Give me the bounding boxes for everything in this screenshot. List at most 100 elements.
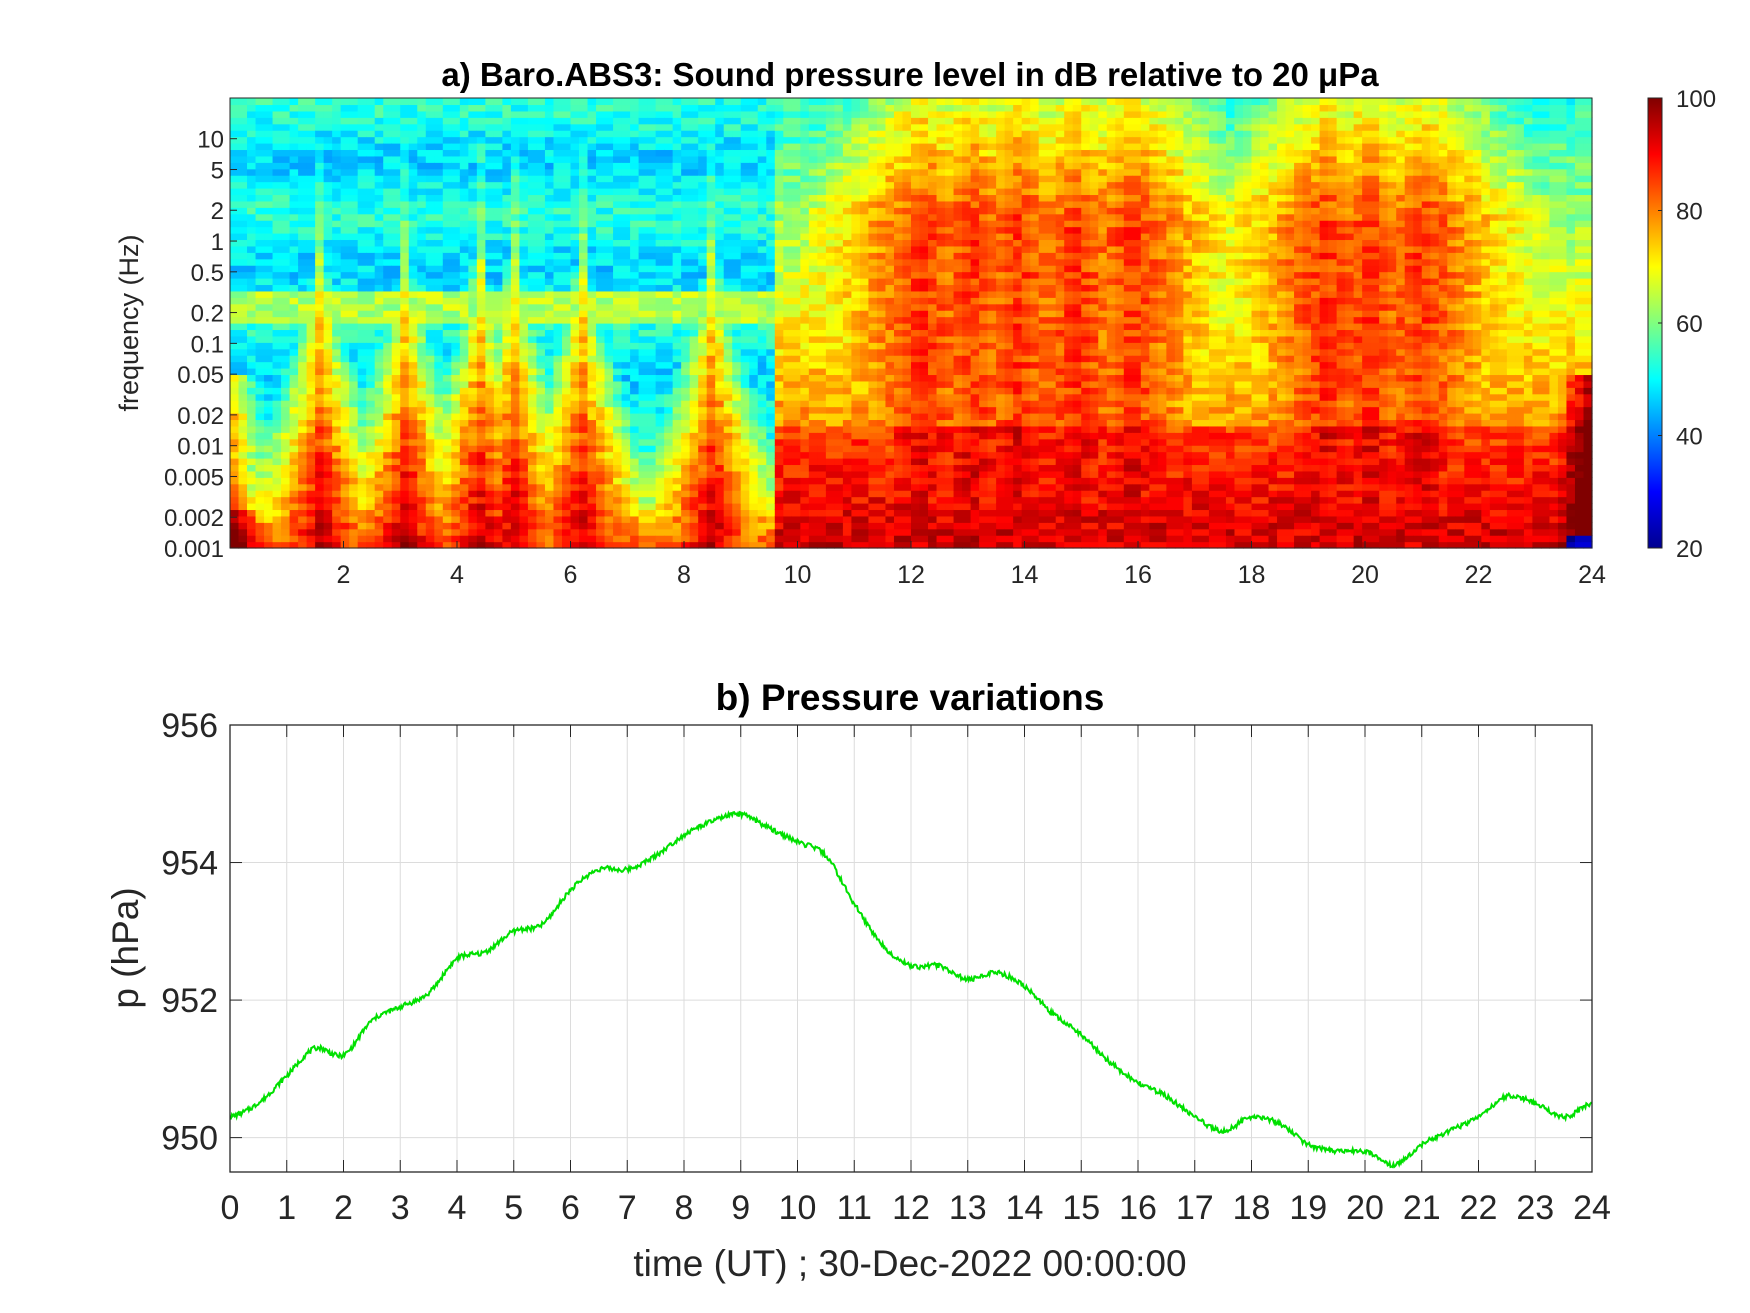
spectrogram-cell <box>621 117 631 125</box>
spectrogram-cell <box>434 458 444 466</box>
spectrogram-cell <box>638 162 648 170</box>
spectrogram-cell <box>272 503 282 511</box>
spectrogram-cell <box>544 438 555 446</box>
spectrogram-cell <box>553 188 563 196</box>
spectrogram-cell <box>621 496 631 504</box>
spectrogram-cell <box>230 393 240 401</box>
spectrogram-cell <box>723 541 733 549</box>
spectrogram-cell <box>732 400 742 408</box>
spectrogram-cell <box>791 509 801 517</box>
spectrogram-cell <box>647 310 657 318</box>
spectrogram-cell <box>579 155 589 163</box>
spectrogram-cell <box>434 528 444 536</box>
spectrogram-cell <box>425 361 435 369</box>
spectrogram-cell <box>715 303 725 311</box>
spectrogram-cell <box>238 464 248 472</box>
spectrogram-cell <box>238 335 248 343</box>
spectrogram-cell <box>383 181 393 189</box>
spectrogram-cell <box>723 181 733 189</box>
spectrogram-cell <box>766 226 776 234</box>
spectrogram-cell <box>281 355 291 363</box>
spectrogram-cell <box>672 393 682 401</box>
spectrogram-cell <box>706 361 716 369</box>
spectrogram-cell <box>255 323 265 331</box>
spectrogram-cell <box>766 419 776 427</box>
spectrogram-cell <box>272 181 282 189</box>
spectrogram-cell <box>476 477 486 485</box>
spectrogram-cell <box>706 220 716 228</box>
spectrogram-cell <box>434 181 444 189</box>
spectrogram-cell <box>383 541 393 549</box>
spectrogram-cell <box>808 200 818 208</box>
spectrogram-cell <box>536 239 546 247</box>
spectrogram-cell <box>783 278 793 286</box>
spectrogram-cell <box>544 387 555 395</box>
spectrogram-cell <box>732 522 742 530</box>
spectrogram-cell <box>587 252 597 260</box>
spectrogram-cell <box>357 374 367 382</box>
spectrogram-cell <box>298 143 308 151</box>
spectrogram-cell <box>808 149 818 157</box>
spectrogram-cell <box>451 406 461 414</box>
spectrogram-cell <box>672 477 682 485</box>
spectrogram-cell <box>485 348 495 356</box>
spectrogram-cell <box>366 368 376 376</box>
spectrogram-cell <box>510 143 521 151</box>
spectrogram-cell <box>332 541 342 549</box>
spectrogram-cell <box>485 239 495 247</box>
spectrogram-cell <box>442 515 452 523</box>
spectrogram-cell <box>723 387 733 395</box>
spectrogram-cell <box>281 258 291 266</box>
spectrogram-cell <box>238 181 248 189</box>
spectrogram-cell <box>715 104 725 112</box>
spectrogram-cell <box>749 477 759 485</box>
spectrogram-cell <box>238 438 248 446</box>
spectrogram-cell <box>323 329 333 337</box>
spectrogram-cell <box>230 175 240 183</box>
spectrogram-cell <box>374 323 384 331</box>
spectrogram-cell <box>332 329 342 337</box>
spectrogram-cell <box>647 477 657 485</box>
spectrogram-cell <box>723 432 733 440</box>
spectrogram-cell <box>587 387 597 395</box>
spectrogram-cell <box>298 278 308 286</box>
spectrogram-cell <box>238 522 248 530</box>
spectrogram-cell <box>664 509 674 517</box>
spectrogram-cell <box>630 438 640 446</box>
spectrogram-cell <box>315 335 325 343</box>
spectrogram-cell <box>451 477 461 485</box>
spectrogram-cell <box>374 265 384 273</box>
spectrogram-cell <box>306 413 316 421</box>
spectrogram-cell <box>698 233 708 241</box>
spectrogram-cell <box>493 323 503 331</box>
spectrogram-cell <box>281 226 291 234</box>
spectrogram-cell <box>791 528 801 536</box>
spectrogram-cell <box>485 374 495 382</box>
spectrogram-cell <box>468 380 478 388</box>
spectrogram-cell <box>527 323 538 331</box>
spectrogram-cell <box>442 233 452 241</box>
spectrogram-cell <box>783 181 793 189</box>
spectrogram-cell <box>570 149 580 157</box>
spectrogram-cell <box>715 143 725 151</box>
spectrogram-cell <box>698 387 708 395</box>
spectrogram-cell <box>647 464 657 472</box>
spectrogram-cell <box>459 239 469 247</box>
spectrogram-cell <box>281 310 291 318</box>
spectrogram-cell <box>519 213 529 221</box>
spectrogram-cell <box>468 239 478 247</box>
spectrogram-cell <box>706 419 716 427</box>
spectrogram-cell <box>774 387 784 395</box>
spectrogram-cell <box>391 413 401 421</box>
spectrogram-cell <box>459 528 469 536</box>
spectrogram-cell <box>536 110 546 118</box>
spectrogram-cell <box>783 130 793 138</box>
spectrogram-cell <box>510 496 521 504</box>
spectrogram-cell <box>323 483 333 491</box>
spectrogram-cell <box>230 258 240 266</box>
spectrogram-cell <box>340 425 350 433</box>
spectrogram-cell <box>272 175 282 183</box>
spectrogram-cell <box>800 438 810 446</box>
spectrogram-cell <box>493 252 503 260</box>
